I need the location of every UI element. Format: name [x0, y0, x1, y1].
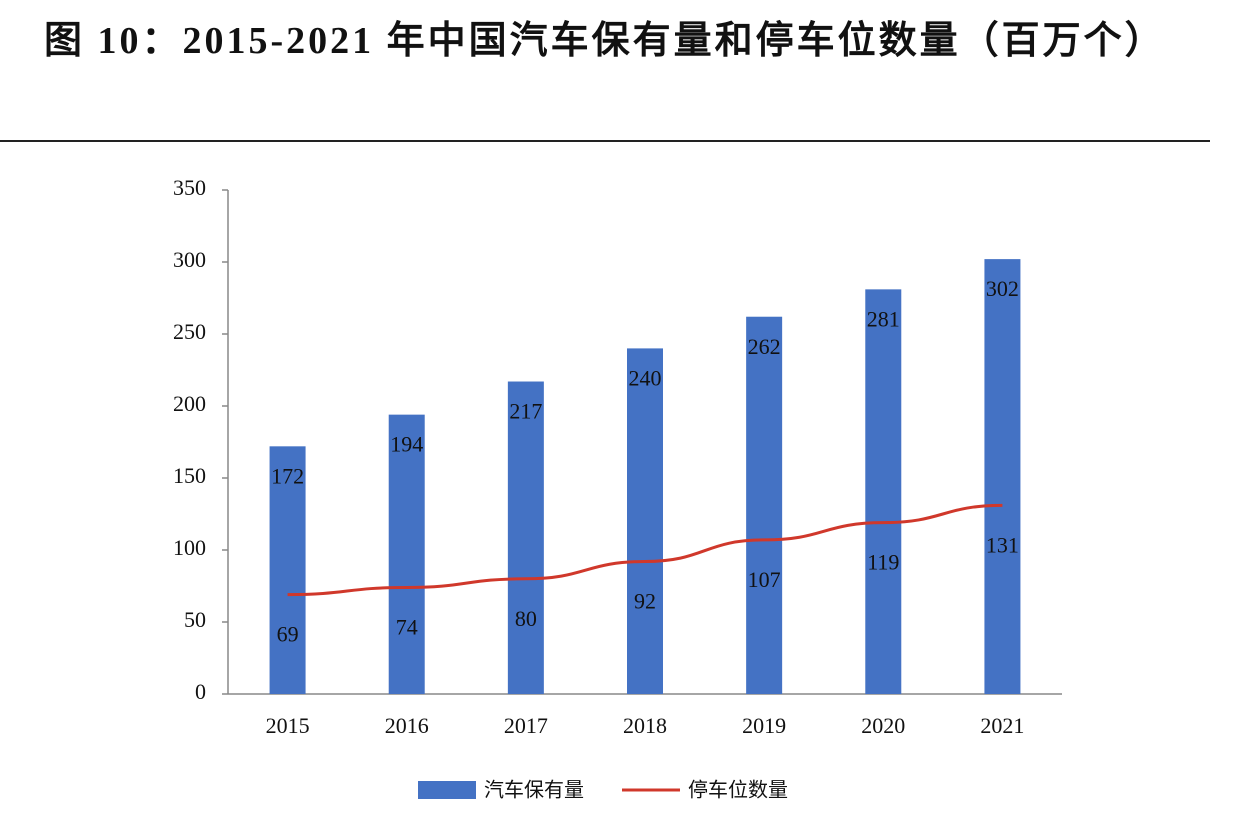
x-tick-label: 2021 — [980, 713, 1024, 738]
bar-value-label: 262 — [748, 334, 781, 359]
line-value-label: 80 — [515, 606, 537, 631]
bar — [984, 259, 1021, 694]
x-tick-label: 2020 — [861, 713, 905, 738]
line-value-label: 69 — [277, 622, 299, 647]
y-tick-label: 200 — [173, 391, 206, 416]
line-value-label: 119 — [867, 550, 899, 575]
legend-label: 汽车保有量 — [484, 778, 584, 802]
bar — [865, 289, 902, 694]
y-tick-label: 300 — [173, 247, 206, 272]
y-tick-label: 0 — [195, 679, 206, 704]
x-tick-label: 2019 — [742, 713, 786, 738]
bar — [388, 414, 425, 694]
y-tick-label: 250 — [173, 319, 206, 344]
y-tick-label: 150 — [173, 463, 206, 488]
y-tick-label: 100 — [173, 535, 206, 560]
bar — [746, 316, 783, 694]
bar-value-label: 302 — [986, 276, 1019, 301]
line-value-label: 92 — [634, 589, 656, 614]
bar-value-label: 281 — [867, 306, 900, 331]
x-tick-label: 2017 — [504, 713, 548, 738]
x-tick-label: 2016 — [385, 713, 429, 738]
chart-title: 图 10：2015-2021 年中国汽车保有量和停车位数量（百万个） — [44, 20, 1166, 62]
bar-value-label: 172 — [271, 463, 304, 488]
bar-value-label: 194 — [390, 432, 423, 457]
bar-value-label: 217 — [509, 399, 542, 424]
y-tick-label: 350 — [173, 175, 206, 200]
y-tick-label: 50 — [184, 607, 206, 632]
line-value-label: 131 — [986, 532, 1019, 557]
bar — [627, 348, 663, 694]
legend-label: 停车位数量 — [688, 778, 788, 802]
bar — [507, 381, 544, 694]
x-tick-label: 2018 — [623, 713, 667, 738]
bar — [269, 446, 306, 694]
title-rule — [0, 140, 1210, 142]
legend-swatch — [418, 781, 476, 799]
line-value-label: 74 — [396, 614, 418, 639]
x-tick-label: 2015 — [266, 713, 310, 738]
legend: 汽车保有量 停车位数量 — [418, 778, 788, 802]
line-value-label: 107 — [748, 567, 781, 592]
line — [287, 503, 1003, 597]
bar-value-label: 240 — [629, 365, 662, 390]
